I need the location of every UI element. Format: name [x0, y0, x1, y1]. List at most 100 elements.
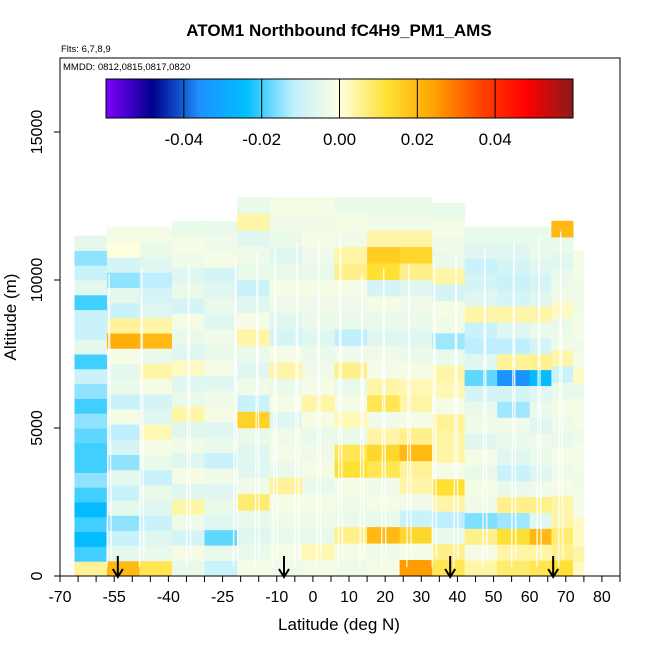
heatmap-cell — [269, 378, 303, 396]
flight-tracks — [106, 231, 564, 568]
heatmap-cell — [204, 421, 238, 438]
heatmap-cell — [172, 467, 206, 484]
heatmap-cell — [139, 241, 173, 258]
heatmap-cell — [432, 316, 466, 334]
colorbar-tick-label: 0.02 — [401, 130, 434, 149]
heatmap-cell — [464, 337, 498, 355]
heatmap-cell — [106, 393, 140, 410]
heatmap-cell — [302, 411, 336, 429]
down-arrow-icon — [444, 556, 457, 579]
heatmap-cell — [204, 313, 238, 330]
heatmap-cell — [573, 561, 585, 576]
heatmap-cell — [399, 263, 433, 280]
heatmap-cell — [172, 483, 206, 500]
heatmap-cell — [269, 543, 303, 561]
heatmap-cell — [269, 427, 303, 445]
plot-frame — [59, 57, 621, 577]
heatmap-cell — [367, 427, 401, 445]
heatmap-cell — [464, 385, 498, 402]
colorbar: -0.04 -0.02 0.00 0.02 0.04 — [105, 78, 574, 149]
flight-track — [138, 268, 145, 568]
heatmap-cell — [464, 226, 498, 244]
x-tick-label: 70 — [557, 589, 575, 606]
heatmap-cell — [172, 560, 206, 576]
heatmap-cell — [334, 543, 368, 561]
heatmap-cell — [302, 477, 336, 495]
heatmap-cell — [106, 241, 140, 258]
heatmap-cell — [399, 279, 433, 297]
heatmap-cell — [367, 444, 401, 462]
heatmap-cell — [551, 349, 574, 367]
colorbar-ticks: -0.04 -0.02 0.00 0.02 0.04 — [164, 79, 512, 149]
heatmap-cell — [74, 546, 108, 562]
heatmap-cell — [529, 290, 552, 307]
heatmap-cell — [74, 250, 108, 266]
heatmap-cell — [464, 496, 498, 513]
heatmap-cell — [269, 345, 303, 363]
heatmap-cell — [334, 559, 368, 576]
heatmap-cell — [529, 226, 552, 244]
heatmap-cell — [204, 328, 238, 345]
heatmap-cell — [237, 460, 271, 478]
heatmap-cell — [172, 390, 206, 407]
heatmap-cell — [74, 294, 108, 311]
down-arrow-icon — [547, 556, 560, 579]
heatmap-cell — [237, 328, 271, 346]
heatmap-cell — [139, 287, 173, 304]
heatmap-cell — [334, 295, 368, 313]
heatmap-cell — [432, 219, 466, 236]
heatmap-cell — [269, 394, 303, 412]
heatmap-cell — [237, 312, 271, 330]
heatmap-cell — [497, 385, 531, 402]
heatmap-cell — [497, 369, 531, 386]
heatmap-cell — [269, 197, 303, 215]
heatmap-cell — [432, 332, 466, 350]
heatmap-cell — [367, 213, 401, 231]
heatmap-cell — [334, 279, 368, 297]
heatmap-cell — [237, 295, 271, 313]
heatmap-cell — [334, 213, 368, 231]
heatmap-cell — [334, 411, 368, 429]
heatmap-cell — [269, 328, 303, 346]
heatmap-cell — [269, 361, 303, 379]
heatmap-cell — [334, 378, 368, 396]
heatmap-cell — [74, 265, 108, 281]
heatmap-cell — [464, 560, 498, 576]
heatmap-cell — [334, 246, 368, 264]
heatmap-cell — [497, 433, 531, 450]
heatmap-cell — [464, 258, 498, 275]
heatmap-cell — [334, 526, 368, 544]
heatmap-cell — [139, 500, 173, 516]
heatmap-cell — [139, 439, 173, 456]
heatmap-cell — [399, 197, 433, 215]
heatmap-cell — [367, 394, 401, 412]
heatmap-cell — [573, 339, 585, 355]
x-tick-label: 60 — [521, 589, 539, 606]
heatmap-cell — [172, 498, 206, 515]
heatmap-cell — [74, 339, 108, 355]
heatmap-cell — [139, 530, 173, 547]
heatmap-cell — [74, 561, 108, 576]
heatmap-cell — [106, 348, 140, 364]
x-tick-label: 30 — [412, 589, 430, 606]
heatmap-cell — [237, 378, 271, 396]
heatmap-cell — [573, 516, 585, 533]
heatmap-cell — [334, 197, 368, 215]
heatmap-cell — [432, 543, 466, 561]
heatmap-cell — [432, 203, 466, 220]
heatmap-cell — [139, 348, 173, 364]
heatmap-cell — [237, 411, 271, 429]
heatmap-cell — [367, 197, 401, 215]
heatmap-cell — [432, 397, 466, 415]
heatmap-cell — [106, 363, 140, 380]
heatmap-cell — [74, 368, 108, 385]
heatmap-cell — [464, 290, 498, 307]
heatmap-cell — [172, 236, 206, 253]
heatmap-cell — [106, 560, 140, 576]
heatmap-cell — [204, 390, 238, 407]
heatmap-cell — [204, 344, 238, 361]
heatmap-cell — [432, 348, 466, 366]
heatmap-cell — [573, 383, 585, 399]
heatmap-cell — [551, 285, 574, 303]
x-axis-label: Latitude (deg N) — [278, 615, 400, 634]
